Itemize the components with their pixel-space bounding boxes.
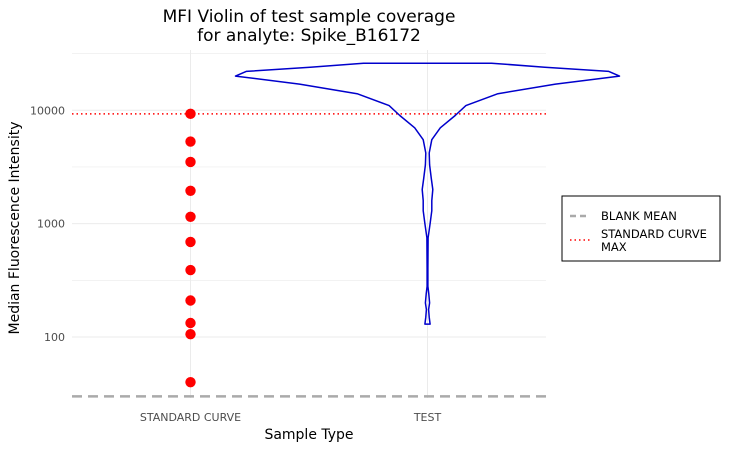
standard-curve-point xyxy=(185,376,196,388)
standard-curve-point xyxy=(185,317,196,329)
standard-curve-point xyxy=(185,211,196,222)
standard-curve-point xyxy=(185,264,196,276)
standard-curve-points xyxy=(185,108,196,388)
standard-curve-point xyxy=(185,236,196,248)
legend-label-blank-mean: BLANK MEAN xyxy=(601,209,677,223)
y-tick-label: 10000 xyxy=(30,104,65,117)
standard-curve-point xyxy=(185,136,196,147)
grid-lines xyxy=(72,50,546,398)
y-tick-labels: 100 1000 10000 xyxy=(30,104,65,344)
y-tick-label: 1000 xyxy=(37,218,65,231)
standard-curve-point xyxy=(185,156,196,168)
x-axis-title: Sample Type xyxy=(264,427,353,443)
y-axis-title: Median Fluorescence Intensity xyxy=(7,122,23,335)
legend-label-standard-curve-max-line-2: MAX xyxy=(601,240,627,254)
standard-curve-point xyxy=(185,295,196,306)
chart-title-line-1: MFI Violin of test sample coverage xyxy=(163,7,456,27)
x-tick-label: STANDARD CURVE xyxy=(140,411,241,424)
legend-label-standard-curve-max-line-1: STANDARD CURVE xyxy=(601,227,707,241)
y-tick-label: 100 xyxy=(44,331,65,344)
standard-curve-point xyxy=(185,185,196,196)
test-violin xyxy=(234,62,621,325)
reference-lines xyxy=(72,113,546,398)
chart-title-line-2: for analyte: Spike_B16172 xyxy=(197,26,421,46)
legend-box xyxy=(561,195,721,262)
x-tick-label: TEST xyxy=(413,411,442,424)
standard-curve-point xyxy=(185,108,196,120)
standard-curve-point xyxy=(185,328,196,340)
x-tick-labels: STANDARD CURVE TEST xyxy=(140,411,442,424)
legend: BLANK MEAN STANDARD CURVE MAX xyxy=(561,195,721,262)
